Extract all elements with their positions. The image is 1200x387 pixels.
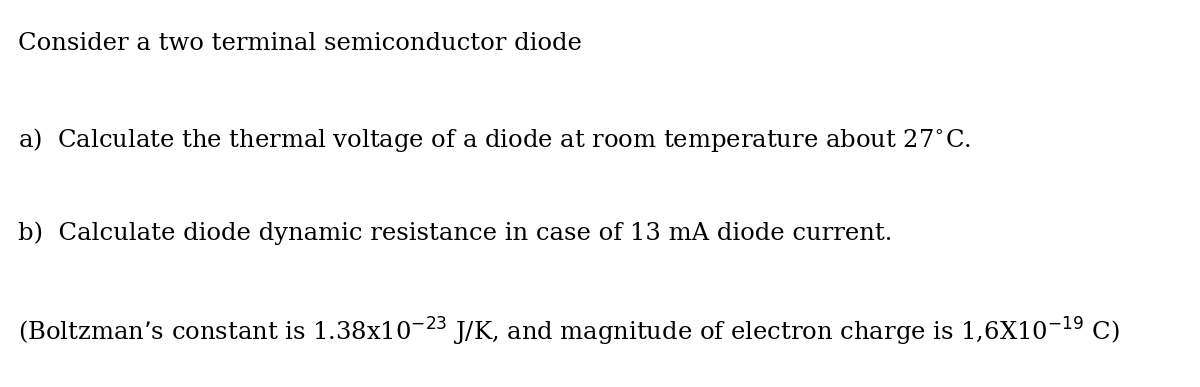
Text: (Boltzman’s constant is 1.38x10$^{-23}$ J/K, and magnitude of electron charge is: (Boltzman’s constant is 1.38x10$^{-23}$ … — [18, 316, 1120, 348]
Text: Consider a two terminal semiconductor diode: Consider a two terminal semiconductor di… — [18, 32, 582, 55]
Text: b)  Calculate diode dynamic resistance in case of 13 mA diode current.: b) Calculate diode dynamic resistance in… — [18, 221, 893, 245]
Text: a)  Calculate the thermal voltage of a diode at room temperature about 27$^{\cir: a) Calculate the thermal voltage of a di… — [18, 126, 971, 154]
